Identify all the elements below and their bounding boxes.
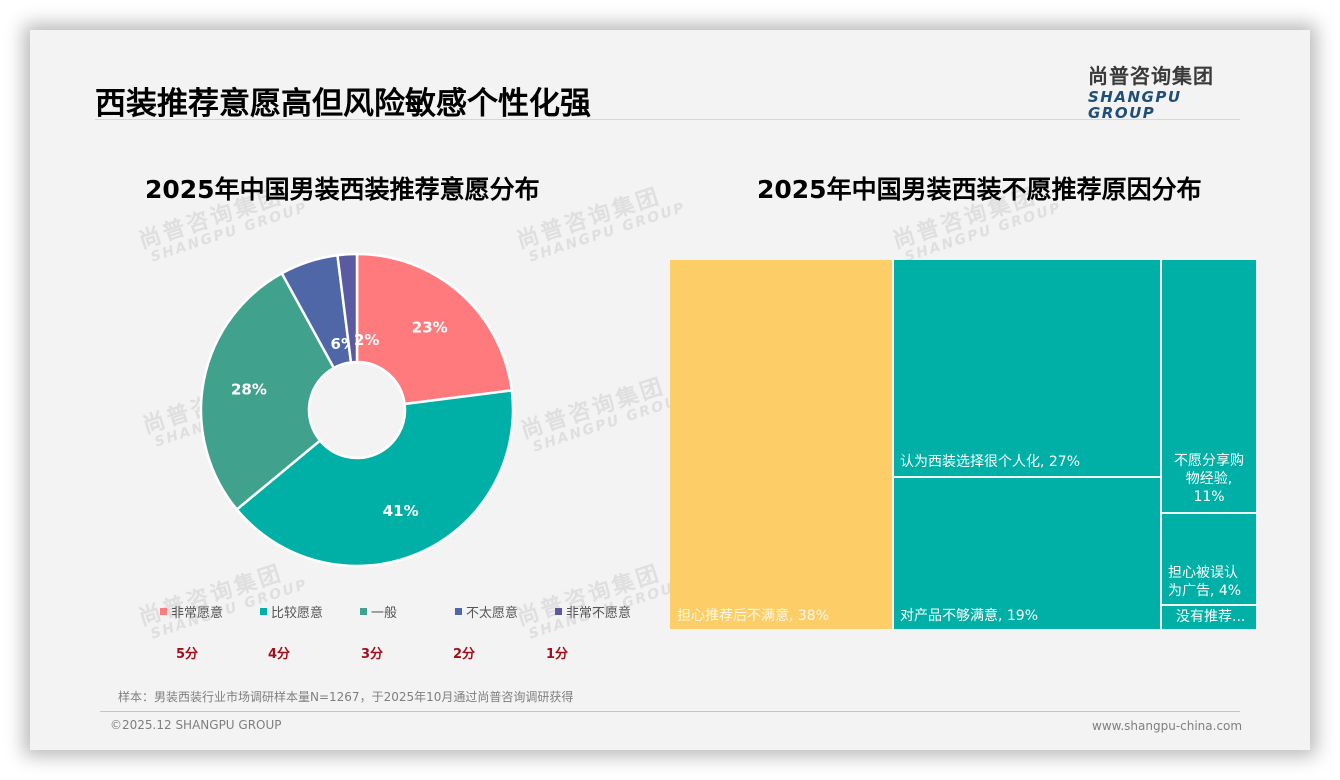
donut-chart: 23%41%28%6%2% [199, 252, 515, 568]
treemap-chart-title: 2025年中国男装西装不愿推荐原因分布 [757, 175, 1202, 204]
treemap-label: 担心推荐后不满意, 38% [677, 608, 830, 624]
treemap-cell-unwilling-share: 不愿分享购 物经验, 11% [1162, 260, 1256, 512]
score-label: 3分 [361, 647, 384, 662]
score-label: 4分 [268, 647, 291, 662]
donut-segment-3 [199, 271, 336, 512]
score-label: 2分 [453, 647, 476, 662]
donut-legend: 非常愿意 比较愿意 一般 不太愿意 非常不愿意 [135, 602, 635, 622]
donut-value-label: 41% [383, 502, 419, 520]
slide: 西装推荐意愿高但风险敏感个性化强 尚普咨询集团 SHANGPU GROUP 尚普… [30, 30, 1310, 750]
legend-item-5[interactable]: 非常不愿意 [555, 602, 631, 621]
legend-label: 比较愿意 [271, 606, 324, 621]
legend-label: 非常愿意 [171, 606, 224, 621]
treemap-chart: 担心推荐后不满意, 38% 认为西装选择很个人化, 27% 对产品不够满意, 1… [670, 260, 1256, 629]
donut-segment-5 [336, 252, 359, 364]
treemap-cell-personal-choice: 认为西装选择很个人化, 27% [894, 260, 1160, 476]
treemap-label: 不愿分享购 物经验, 11% [1174, 453, 1244, 505]
treemap-label: 没有推荐... [1176, 609, 1246, 625]
legend-label: 不太愿意 [466, 606, 519, 621]
treemap-label: 对产品不够满意, 19% [900, 608, 1039, 624]
logo-en-text: SHANGPU GROUP [1088, 88, 1182, 122]
donut-value-label: 28% [231, 380, 267, 398]
legend-label: 非常不愿意 [566, 606, 632, 621]
legend-swatch-icon [360, 608, 367, 615]
legend-swatch-icon [160, 608, 167, 615]
treemap-label: 担心被误认 为广告, 4% [1168, 565, 1242, 599]
copyright: ©2025.12 SHANGPU GROUP [110, 718, 282, 732]
source-note: 样本：男装西装行业市场调研样本量N=1267，于2025年10月通过尚普咨询调研… [118, 690, 574, 704]
donut-segment-1 [355, 252, 514, 406]
company-logo: 尚普咨询集团 SHANGPU GROUP [1088, 63, 1238, 121]
legend-item-3[interactable]: 一般 [360, 602, 397, 621]
legend-item-1[interactable]: 非常愿意 [160, 602, 223, 621]
footer-divider [100, 711, 1240, 712]
legend-swatch-icon [555, 608, 562, 615]
treemap-cell-worry-dissatisfied: 担心推荐后不满意, 38% [670, 260, 892, 629]
title-divider [95, 119, 1240, 120]
treemap-cell-product-dissatisfied: 对产品不够满意, 19% [894, 478, 1160, 629]
logo-cn-text: 尚普咨询集团 [1088, 64, 1214, 88]
treemap-cell-mistaken-ad: 担心被误认 为广告, 4% [1162, 514, 1256, 604]
donut-value-label: 2% [354, 331, 379, 349]
donut-value-label: 23% [412, 318, 448, 336]
treemap-cell-no-recommend: 没有推荐... [1162, 606, 1256, 629]
legend-item-4[interactable]: 不太愿意 [455, 602, 518, 621]
donut-segment-2 [235, 389, 515, 568]
legend-swatch-icon [455, 608, 462, 615]
legend-label: 一般 [371, 606, 398, 621]
treemap-label: 认为西装选择很个人化, 27% [900, 454, 1081, 470]
donut-chart-title: 2025年中国男装西装推荐意愿分布 [145, 175, 540, 204]
score-label: 1分 [546, 647, 569, 662]
website-link[interactable]: www.shangpu-china.com [1092, 719, 1243, 733]
page-title: 西装推荐意愿高但风险敏感个性化强 [95, 86, 591, 122]
legend-swatch-icon [260, 608, 267, 615]
score-label: 5分 [176, 647, 199, 662]
legend-item-2[interactable]: 比较愿意 [260, 602, 323, 621]
